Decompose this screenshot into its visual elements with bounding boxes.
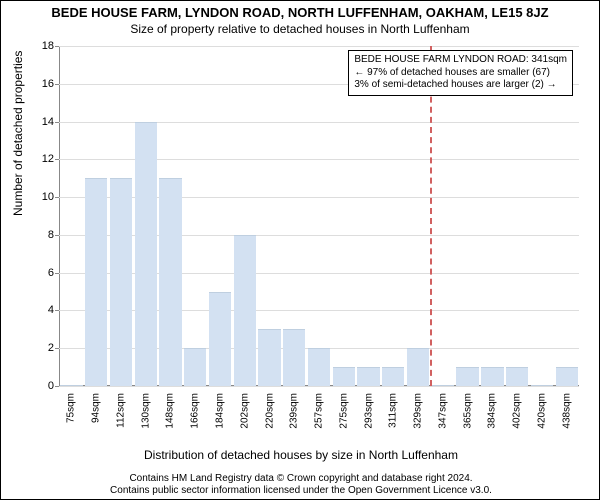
x-tick-label: 130sqm xyxy=(140,393,151,429)
y-tick-label: 16 xyxy=(24,78,54,90)
y-tick-label: 2 xyxy=(24,342,54,354)
marker-line xyxy=(430,46,432,386)
x-tick-label: 148sqm xyxy=(165,393,176,429)
bar-slot xyxy=(232,46,257,386)
histogram-bar xyxy=(283,329,305,386)
histogram-bar xyxy=(135,122,157,386)
attribution-footer: Contains HM Land Registry data © Crown c… xyxy=(1,473,600,497)
bar-slot xyxy=(455,46,480,386)
y-tick-label: 4 xyxy=(24,304,54,316)
y-tick-label: 12 xyxy=(24,153,54,165)
x-tick-label: 438sqm xyxy=(561,393,572,429)
x-tick-label: 184sqm xyxy=(214,393,225,429)
bar-slot xyxy=(430,46,455,386)
y-tick-label: 14 xyxy=(24,116,54,128)
y-tick-label: 0 xyxy=(24,380,54,392)
histogram-bar xyxy=(234,235,256,386)
bar-slot xyxy=(109,46,134,386)
legend-line: BEDE HOUSE FARM LYNDON ROAD: 341sqm xyxy=(354,54,567,67)
chart-title: BEDE HOUSE FARM, LYNDON ROAD, NORTH LUFF… xyxy=(1,5,599,20)
x-tick-label: 202sqm xyxy=(239,393,250,429)
x-tick-label: 311sqm xyxy=(388,393,399,428)
histogram-bar xyxy=(432,385,454,386)
x-tick-label: 94sqm xyxy=(91,393,102,423)
bar-slot xyxy=(282,46,307,386)
y-axis-label: Number of detached properties xyxy=(11,51,25,216)
bar-slot xyxy=(307,46,332,386)
legend-box: BEDE HOUSE FARM LYNDON ROAD: 341sqm ← 97… xyxy=(348,50,573,96)
histogram-bar xyxy=(456,367,478,386)
bar-slot xyxy=(331,46,356,386)
histogram-bar xyxy=(407,348,429,386)
histogram-bars xyxy=(59,46,579,386)
chart-subtitle: Size of property relative to detached ho… xyxy=(1,22,599,36)
bar-slot xyxy=(158,46,183,386)
x-tick-label: 112sqm xyxy=(115,393,126,428)
x-tick-label: 293sqm xyxy=(363,393,374,429)
x-tick-label: 365sqm xyxy=(462,393,473,429)
x-tick-label: 220sqm xyxy=(264,393,275,429)
x-tick-label: 75sqm xyxy=(66,393,77,423)
bar-slot xyxy=(84,46,109,386)
x-tick-label: 347sqm xyxy=(437,393,448,429)
bar-slot xyxy=(208,46,233,386)
histogram-bar xyxy=(85,178,107,386)
y-tick-label: 10 xyxy=(24,191,54,203)
histogram-bar xyxy=(159,178,181,386)
gridline xyxy=(59,386,579,387)
bar-slot xyxy=(530,46,555,386)
bar-slot xyxy=(554,46,579,386)
y-tick-label: 8 xyxy=(24,229,54,241)
x-tick-label: 239sqm xyxy=(289,393,300,429)
x-tick-label: 420sqm xyxy=(536,393,547,429)
histogram-bar xyxy=(506,367,528,386)
x-axis-label: Distribution of detached houses by size … xyxy=(1,448,600,462)
x-tick-label: 402sqm xyxy=(512,393,523,429)
histogram-bar xyxy=(357,367,379,386)
histogram-bar xyxy=(333,367,355,386)
histogram-bar xyxy=(258,329,280,386)
y-tick-label: 18 xyxy=(24,40,54,52)
histogram-bar xyxy=(110,178,132,386)
x-tick-label: 384sqm xyxy=(487,393,498,429)
histogram-bar xyxy=(382,367,404,386)
chart-plot-area: 024681012141618 BEDE HOUSE FARM LYNDON R… xyxy=(59,46,579,386)
histogram-bar xyxy=(481,367,503,386)
legend-line: 3% of semi-detached houses are larger (2… xyxy=(354,79,567,92)
legend-line: ← 97% of detached houses are smaller (67… xyxy=(354,67,567,80)
bar-slot xyxy=(480,46,505,386)
bar-slot xyxy=(59,46,84,386)
y-tick-label: 6 xyxy=(24,267,54,279)
bar-slot xyxy=(505,46,530,386)
bar-slot xyxy=(183,46,208,386)
histogram-bar xyxy=(531,385,553,386)
bar-slot xyxy=(356,46,381,386)
bar-slot xyxy=(257,46,282,386)
histogram-bar xyxy=(209,292,231,386)
footer-line: Contains HM Land Registry data © Crown c… xyxy=(1,473,600,485)
histogram-bar xyxy=(60,385,82,386)
x-tick-label: 257sqm xyxy=(314,393,325,429)
histogram-bar xyxy=(184,348,206,386)
x-tick-label: 329sqm xyxy=(413,393,424,429)
histogram-bar xyxy=(556,367,578,386)
bar-slot xyxy=(381,46,406,386)
bar-slot xyxy=(406,46,431,386)
x-tick-label: 275sqm xyxy=(338,393,349,429)
x-tick-label: 166sqm xyxy=(190,393,201,429)
footer-line: Contains public sector information licen… xyxy=(1,485,600,497)
histogram-bar xyxy=(308,348,330,386)
bar-slot xyxy=(133,46,158,386)
x-tick-labels: 75sqm 94sqm 112sqm 130sqm 148sqm 166sqm 184sqm… xyxy=(59,389,579,449)
